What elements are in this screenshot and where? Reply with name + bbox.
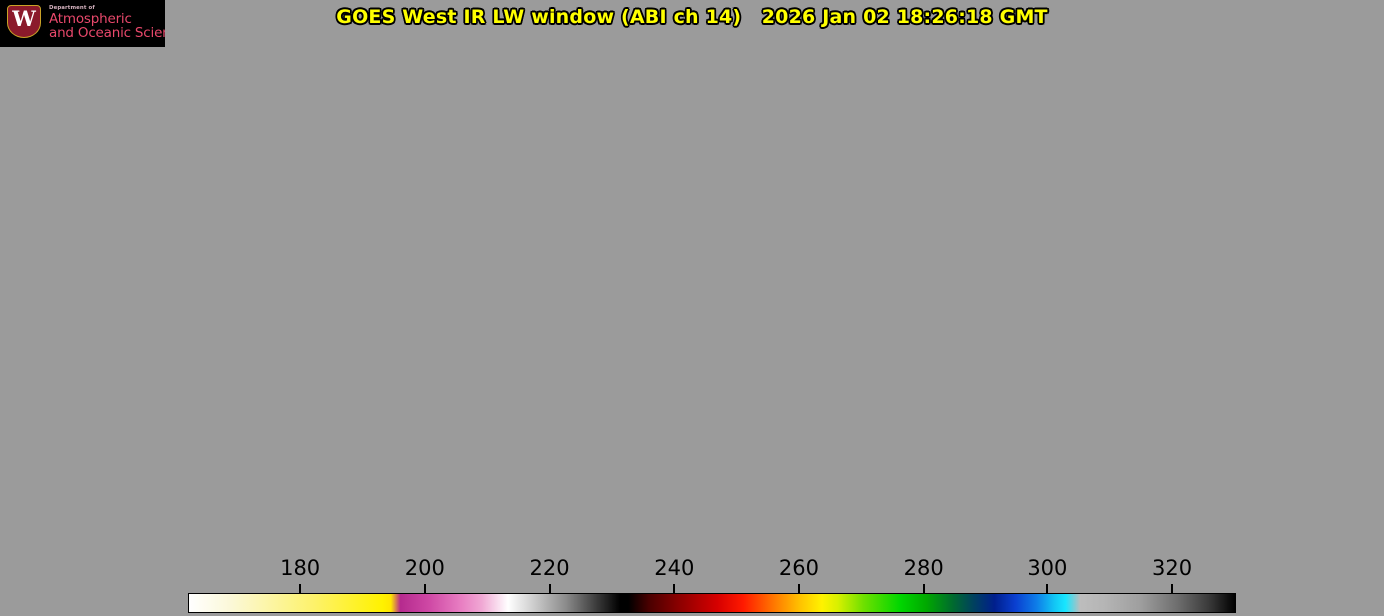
logo-text-block: Department of Atmospheric and Oceanic Sc… <box>49 5 165 42</box>
logo-department-line: Department of <box>49 5 95 12</box>
logo-line-2: and Oceanic Sciences <box>49 25 165 42</box>
shield-icon <box>7 4 41 38</box>
logo-line-1: Atmospheric <box>49 11 132 28</box>
uw-crest-icon: W <box>4 2 44 46</box>
university-logo: W Department of Atmospheric and Oceanic … <box>0 0 165 47</box>
crest-letter: W <box>12 5 36 31</box>
